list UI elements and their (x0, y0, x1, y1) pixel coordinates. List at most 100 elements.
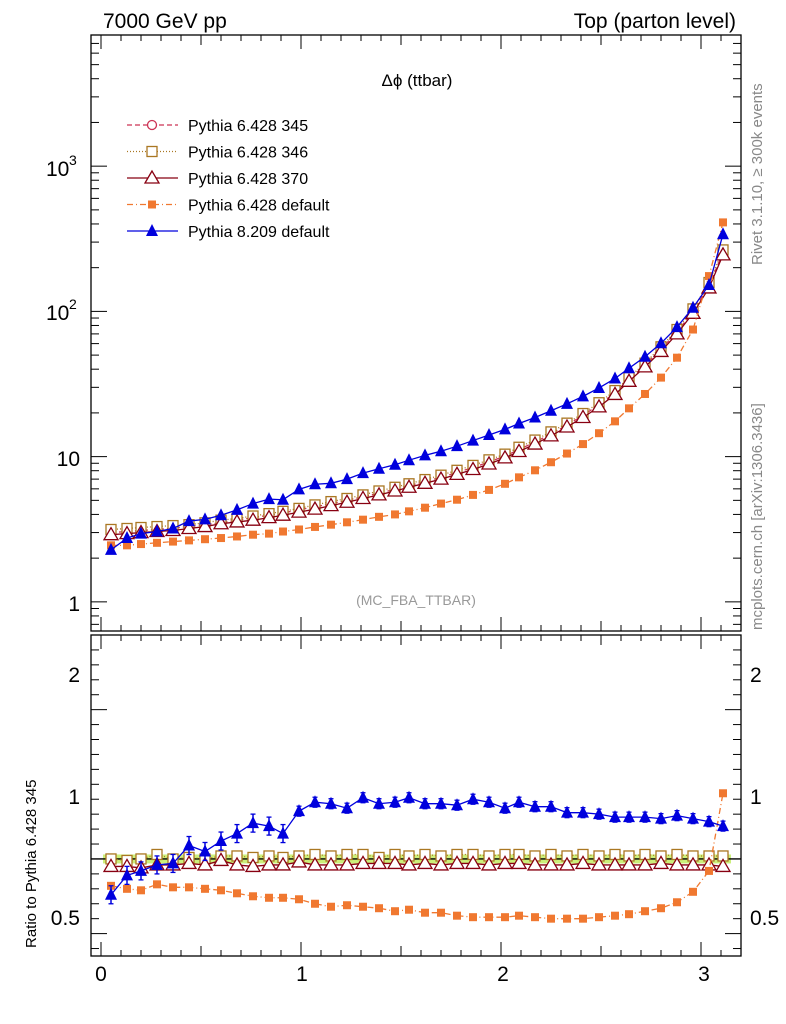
legend-marker (146, 145, 158, 158)
main-data-point (595, 429, 603, 438)
header-left: 7000 GeV pp (103, 10, 227, 33)
main-data-point (295, 525, 303, 534)
main-data-point (620, 373, 638, 387)
main-data-point (719, 218, 727, 227)
main-data-point (265, 529, 273, 538)
main-data-point (137, 540, 145, 549)
main-data-point (419, 448, 431, 461)
main-data-point (403, 453, 415, 466)
ratio-y-tick-label-right-2: 2 (750, 664, 762, 687)
ratio-data-point (510, 855, 528, 870)
ratio-data-point (217, 886, 225, 895)
ratio-data-point (405, 905, 413, 914)
legend: Pythia 6.428 345 Pythia 6.428 346 Pythia 6… (127, 118, 330, 241)
y-tick-label-1: 1 (68, 593, 80, 616)
ratio-data-point (705, 866, 713, 875)
ratio-y-axis-label: Ratio to Pythia 6.428 345 (23, 780, 40, 948)
ratio-data-point (265, 893, 273, 902)
main-series-1 (105, 244, 729, 536)
ratio-data-point (212, 852, 230, 867)
ratio-data-point (625, 910, 633, 919)
main-data-point (370, 486, 388, 501)
main-data-point (529, 410, 541, 423)
main-data-point (405, 507, 413, 516)
main-data-point (247, 496, 259, 509)
ratio-data-point (169, 883, 177, 892)
ratio-data-point (531, 913, 539, 922)
y-tick-label-100: 10 2 (46, 296, 77, 325)
main-data-point (279, 527, 287, 536)
ratio-data-point (561, 805, 573, 818)
legend-label: Pythia 8.209 default (188, 224, 330, 241)
ratio-data-point (641, 907, 649, 916)
ratio-data-point (590, 856, 608, 871)
ratio-data-point (137, 886, 145, 895)
main-series-line (110, 234, 724, 551)
main-data-point (558, 418, 576, 433)
ratio-data-point (558, 856, 576, 871)
main-panel: Δϕ (ttbar) (MC_FBA_TTBAR) Pythia 6.428 3… (46, 34, 742, 632)
ratio-data-point (277, 826, 289, 839)
ratio-data-point (435, 796, 447, 809)
ratio-data-point (595, 913, 603, 922)
main-data-point (496, 449, 514, 464)
main-data-point (485, 485, 493, 494)
main-data-point (416, 475, 434, 489)
main-data-point (687, 300, 699, 313)
ratio-data-point (325, 796, 337, 809)
ratio-data-point (480, 856, 498, 871)
ratio-data-point (703, 814, 715, 827)
ratio-data-point (593, 807, 605, 820)
legend-label: Pythia 6.428 default (188, 198, 330, 215)
ratio-data-point (609, 810, 621, 823)
main-data-point (263, 492, 275, 505)
main-data-point (501, 479, 509, 488)
main-data-point (526, 435, 544, 450)
main-data-point (609, 371, 621, 384)
y-tick-label-1000: 10 3 (46, 152, 77, 181)
main-data-point (671, 320, 683, 333)
ratio-series-line (110, 797, 724, 896)
ratio-data-point (354, 855, 372, 870)
ratio-data-point (343, 901, 351, 910)
main-data-point (606, 386, 624, 401)
ratio-data-point (102, 858, 120, 873)
ratio-data-point (263, 819, 275, 832)
main-data-point (327, 520, 335, 529)
main-data-point (542, 427, 560, 442)
ratio-data-point (545, 799, 557, 812)
ratio-data-point (717, 819, 729, 832)
main-data-point (432, 470, 450, 485)
ratio-data-point (391, 907, 399, 916)
ratio-data-point (279, 893, 287, 902)
main-data-point (386, 482, 404, 497)
ratio-data-point (121, 868, 133, 881)
main-data-point (180, 520, 198, 535)
main-data-point (467, 433, 479, 446)
legend-marker (148, 200, 156, 209)
mcplots-reference-label: mcplots.cern.ch [arXiv:1306.3436] (749, 403, 766, 630)
ratio-series-2 (107, 789, 727, 923)
ratio-data-point (370, 855, 388, 870)
ratio-data-point (290, 853, 308, 868)
main-data-point (293, 482, 305, 495)
ratio-data-point (577, 805, 589, 818)
main-data-point (309, 477, 321, 490)
main-data-point (623, 361, 635, 374)
ratio-data-point (180, 855, 198, 870)
ratio-data-point (105, 887, 117, 900)
main-data-point (217, 534, 225, 543)
main-data-point (464, 461, 482, 476)
ratio-data-point (714, 858, 732, 873)
main-data-point (668, 325, 686, 340)
ratio-data-point (515, 911, 523, 920)
legend-item: Pythia 6.428 345 (127, 118, 308, 135)
main-data-point (435, 444, 447, 457)
main-data-point (574, 409, 592, 424)
main-data-point (201, 535, 209, 544)
ratio-data-point (199, 844, 211, 857)
main-data-point (714, 246, 732, 261)
ratio-data-point (231, 826, 243, 839)
main-data-point (277, 492, 289, 505)
